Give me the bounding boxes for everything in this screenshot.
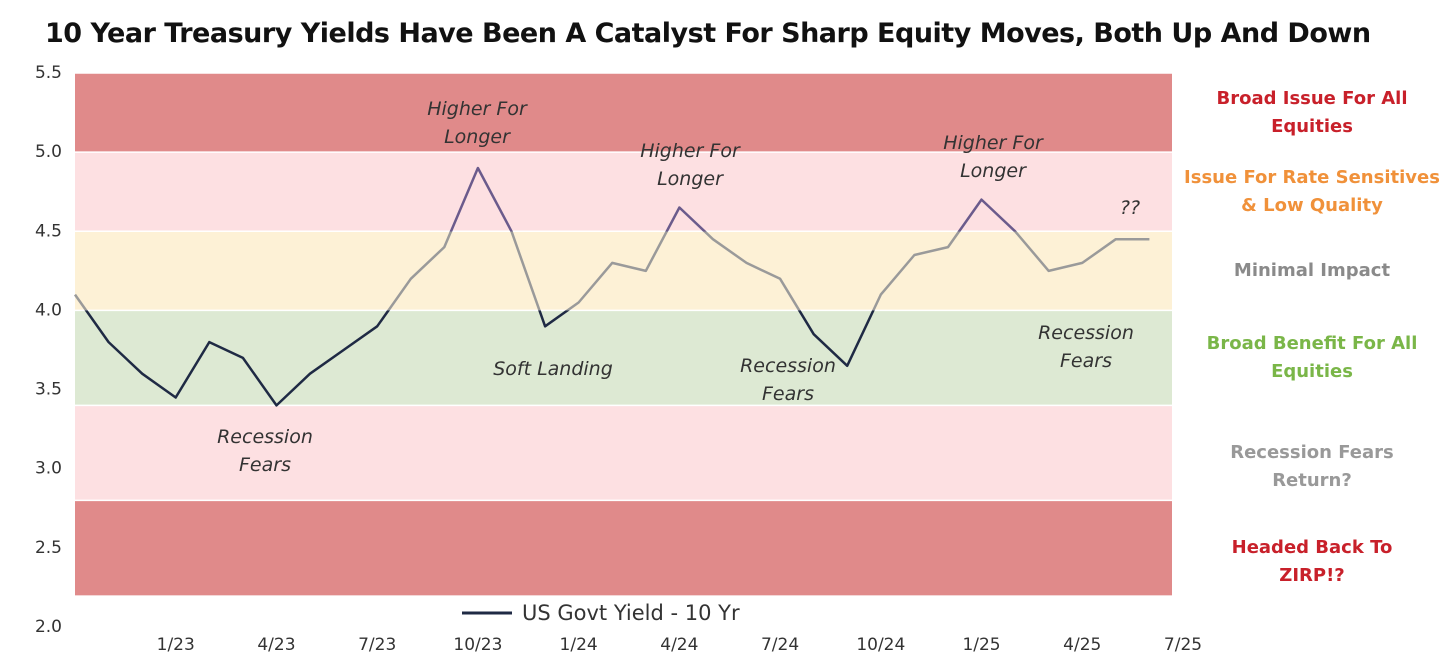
x-tick-label: 4/24	[660, 635, 698, 655]
legend-label: US Govt Yield - 10 Yr	[522, 601, 740, 625]
y-tick-label: 3.0	[35, 459, 62, 479]
x-tick-label: 10/23	[453, 635, 502, 655]
band-label: Broad Issue For All Equities	[1216, 87, 1408, 137]
x-tick-label: 1/24	[560, 635, 598, 655]
x-tick-label: 7/25	[1164, 635, 1202, 655]
x-tick-label: 7/23	[358, 635, 396, 655]
annotation: Recession Fears	[740, 355, 836, 405]
x-tick-label: 1/25	[962, 635, 1000, 655]
annotation: Recession Fears	[217, 426, 313, 476]
y-tick-label: 5.5	[35, 63, 62, 83]
y-tick-label: 2.5	[35, 538, 62, 558]
band-label: Minimal Impact	[1233, 259, 1391, 281]
annotation: Higher For Longer	[943, 132, 1043, 182]
chart-title: 10 Year Treasury Yields Have Been A Cata…	[45, 18, 1371, 49]
band-label: Recession Fears Return?	[1230, 441, 1394, 491]
band	[75, 73, 1172, 153]
yield-line	[73, 166, 1150, 407]
annotation: Recession Fears	[1038, 322, 1134, 372]
y-tick-label: 4.0	[35, 300, 62, 320]
band	[75, 310, 1172, 406]
annotation: Soft Landing	[493, 358, 613, 380]
band	[75, 500, 1172, 596]
band-label: Issue For Rate Sensitives & Low Quality	[1184, 166, 1440, 216]
x-tick-label: 10/24	[856, 635, 905, 655]
band	[75, 152, 1172, 232]
x-tick-label: 1/23	[157, 635, 195, 655]
x-tick-label: 7/24	[761, 635, 799, 655]
band-label: Headed Back To ZIRP!?	[1231, 536, 1393, 586]
annotation: ??	[1119, 197, 1141, 219]
y-tick-label: 3.5	[35, 380, 62, 400]
band	[75, 405, 1172, 501]
band-label: Broad Benefit For All Equities	[1206, 332, 1418, 382]
y-tick-label: 4.5	[35, 221, 62, 241]
annotation: Higher For Longer	[427, 98, 527, 148]
x-tick-label: 4/25	[1063, 635, 1101, 655]
band	[75, 231, 1172, 311]
y-tick-label: 2.0	[35, 617, 62, 637]
y-tick-label: 5.0	[35, 142, 62, 162]
annotation: Higher For Longer	[640, 140, 740, 190]
x-tick-label: 4/23	[257, 635, 295, 655]
